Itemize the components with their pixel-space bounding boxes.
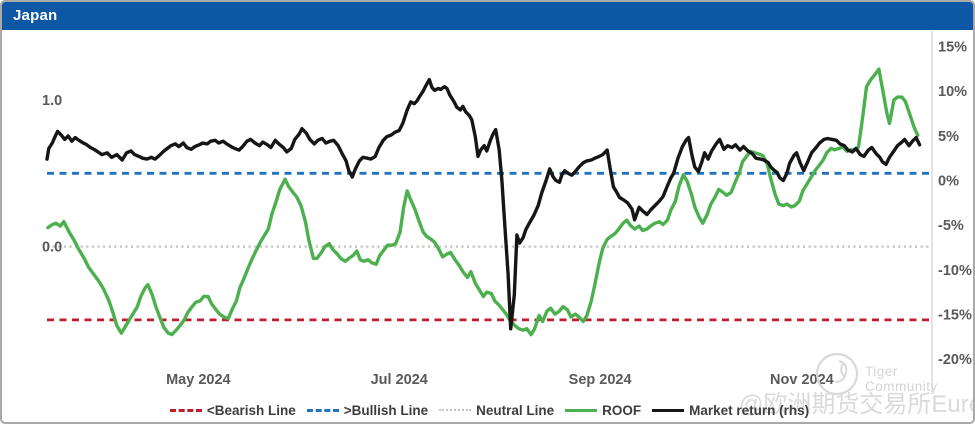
chart-title: Japan: [13, 7, 58, 24]
chart-legend: <Bearish Line >Bullish Line Neutral Line…: [47, 400, 932, 420]
legend-item-market-return: Market return (rhs): [652, 403, 809, 418]
svg-text:0.0: 0.0: [42, 240, 62, 256]
bullish-line-swatch: [306, 408, 339, 412]
svg-text:-20%: -20%: [938, 352, 972, 368]
svg-text:May 2024: May 2024: [166, 372, 231, 388]
svg-text:5%: 5%: [938, 129, 959, 145]
svg-text:15%: 15%: [938, 40, 967, 56]
legend-item-roof: ROOF: [565, 403, 641, 418]
svg-text:Sep 2024: Sep 2024: [569, 372, 632, 388]
svg-text:Nov 2024: Nov 2024: [770, 372, 834, 388]
svg-text:Jul 2024: Jul 2024: [371, 372, 428, 388]
legend-label-bullish: >Bullish Line: [343, 402, 429, 418]
bearish-line-swatch: [169, 408, 202, 412]
legend-label-bearish: <Bearish Line: [206, 402, 296, 418]
svg-text:-10%: -10%: [938, 263, 972, 279]
legend-item-bearish: <Bearish Line: [169, 402, 296, 418]
legend-item-neutral: Neutral Line: [439, 403, 554, 418]
neutral-line-swatch: [439, 409, 472, 411]
svg-text:-5%: -5%: [938, 218, 964, 234]
svg-text:1.0: 1.0: [42, 93, 62, 109]
legend-label-neutral: Neutral Line: [476, 402, 555, 418]
roof-line-swatch: [565, 408, 598, 412]
legend-label-market-return: Market return (rhs): [689, 402, 810, 418]
chart-title-bar: Japan: [2, 2, 973, 30]
svg-text:0%: 0%: [938, 174, 959, 190]
svg-text:10%: 10%: [938, 84, 967, 100]
market-return-swatch: [652, 408, 685, 412]
svg-text:-15%: -15%: [938, 308, 972, 324]
legend-label-roof: ROOF: [602, 402, 642, 418]
legend-item-bullish: >Bullish Line: [306, 402, 429, 418]
